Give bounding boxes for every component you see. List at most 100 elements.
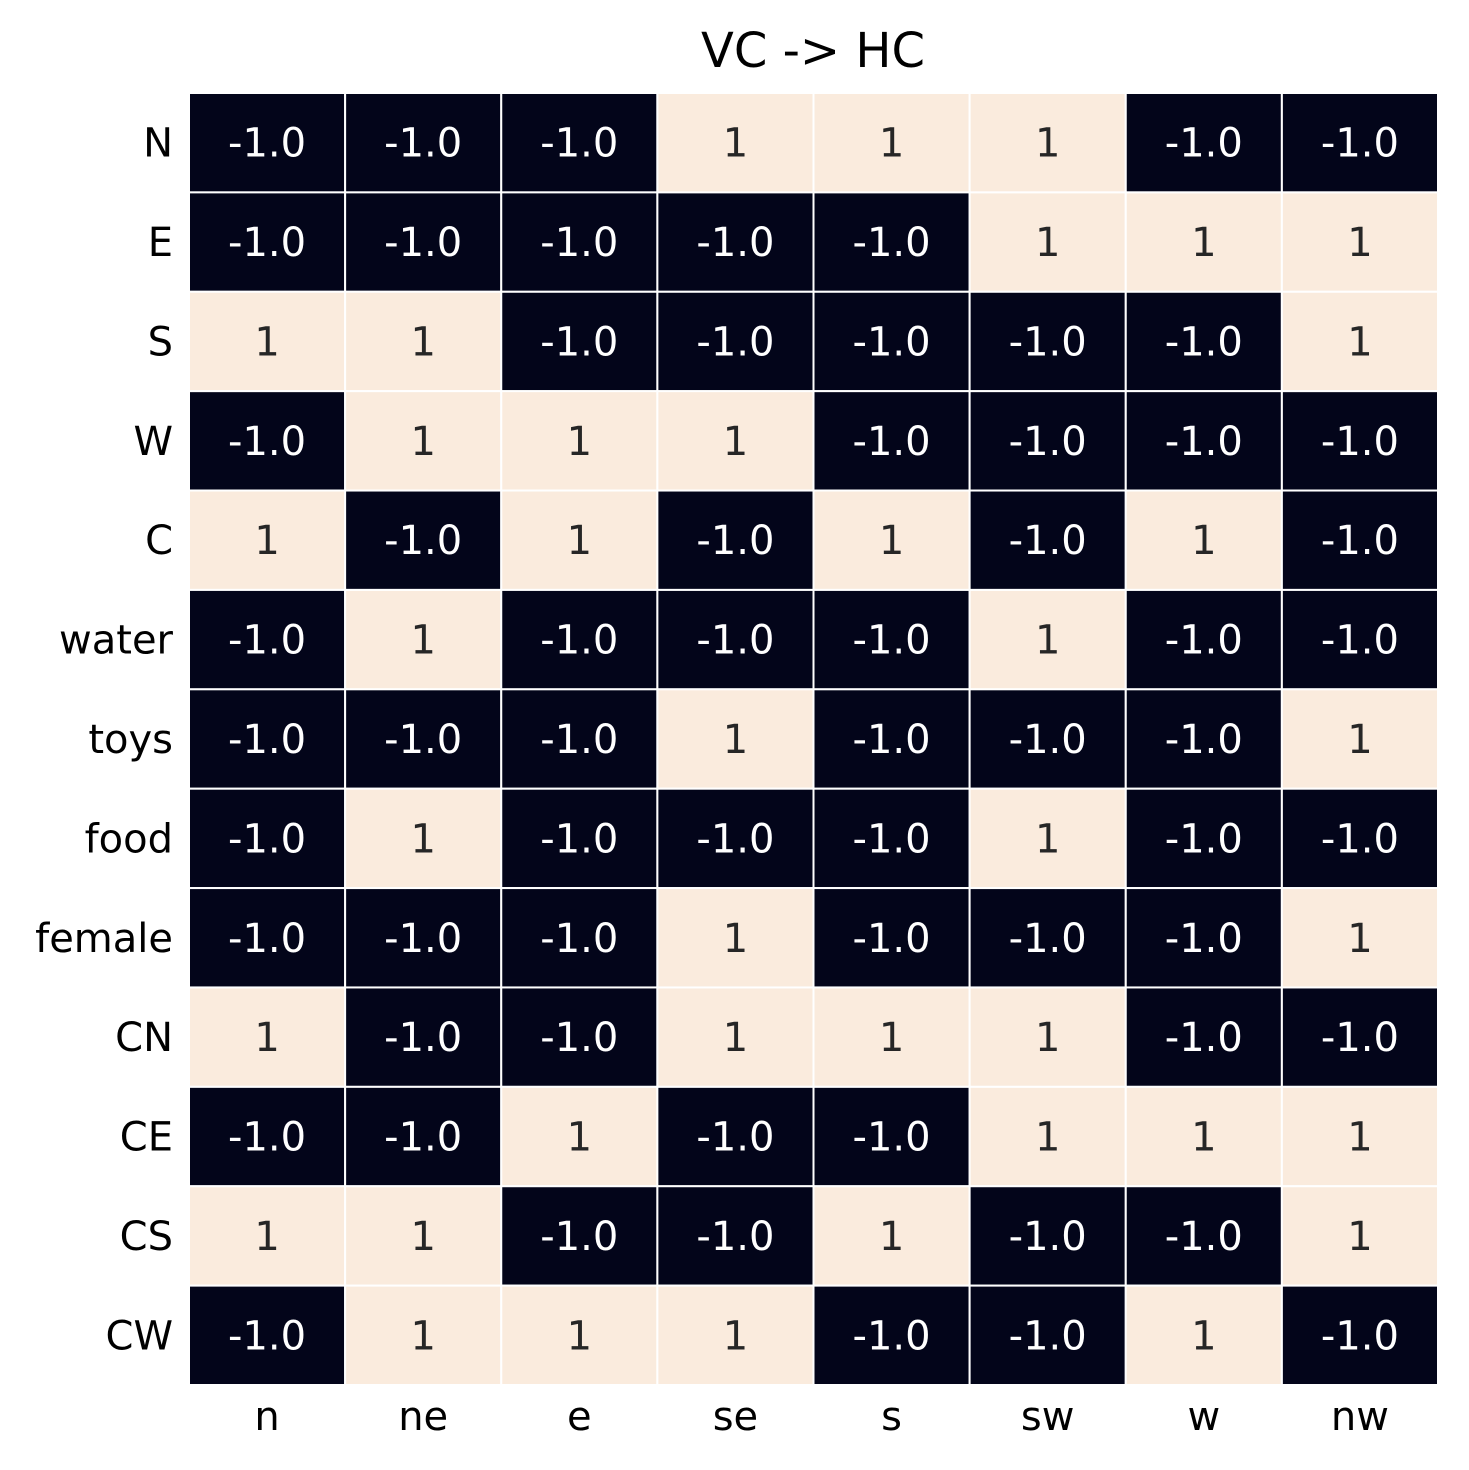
- heatmap-cell-value: 1: [254, 518, 279, 564]
- x-tick-label: ne: [398, 1394, 448, 1440]
- heatmap-cell-value: 1: [254, 1015, 279, 1061]
- heatmap-cell-value: 1: [1191, 220, 1216, 266]
- heatmap-cell: [344, 887, 503, 989]
- y-tick-label: toys: [88, 717, 173, 763]
- heatmap-cell-value: -1.0: [696, 518, 774, 564]
- heatmap-cell: [1280, 1085, 1439, 1188]
- heatmap-cell: [1280, 688, 1439, 790]
- chart-title: VC -> HC: [701, 23, 925, 79]
- heatmap-cell-value: -1.0: [540, 220, 618, 266]
- heatmap-cell-value: -1.0: [1321, 518, 1399, 564]
- heatmap-cell-value: 1: [1191, 1115, 1216, 1161]
- heatmap-cell-value: -1.0: [1321, 618, 1399, 664]
- heatmap-cell: [344, 588, 503, 691]
- heatmap-cell: [1280, 489, 1439, 591]
- heatmap-cell: [968, 92, 1127, 194]
- heatmap-cell: [188, 390, 347, 492]
- heatmap-cell: [1124, 489, 1283, 591]
- heatmap-cell: [812, 688, 971, 790]
- heatmap-cell-value: 1: [410, 419, 435, 465]
- heatmap-cell-labels: -1.0 -1.0 -1.0 1 1 1 -1.0 -1.0 -1.0 -1.0 -1.0 -1.0 -…: [228, 121, 1399, 1360]
- heatmap-cell-value: 1: [410, 319, 435, 365]
- y-tick-label: female: [35, 916, 173, 962]
- heatmap-cell-value: 1: [1035, 1115, 1060, 1161]
- heatmap-cell-value: -1.0: [853, 1115, 931, 1161]
- heatmap-cell: [500, 1085, 659, 1188]
- heatmap-cell-value: -1.0: [384, 121, 462, 167]
- heatmap-cell-value: -1.0: [1165, 319, 1243, 365]
- heatmap-cell: [344, 1085, 503, 1188]
- heatmap-cell: [188, 1085, 347, 1188]
- heatmap-cell: [1280, 986, 1439, 1088]
- y-tick-label: water: [59, 618, 174, 664]
- heatmap-cell-value: -1.0: [853, 618, 931, 664]
- heatmap-cell-value: 1: [1347, 220, 1372, 266]
- heatmap-cell: [500, 390, 659, 492]
- heatmap-cell-value: -1.0: [228, 618, 306, 664]
- heatmap-cell-value: 1: [410, 618, 435, 664]
- heatmap-cell-value: -1.0: [1009, 916, 1087, 962]
- heatmap-cell: [344, 290, 503, 393]
- heatmap-cell: [968, 588, 1127, 691]
- heatmap-cell: [1280, 787, 1439, 890]
- heatmap-cell-value: 1: [1035, 1015, 1060, 1061]
- heatmap-cell: [1280, 290, 1439, 393]
- heatmap-cell-value: 1: [410, 816, 435, 862]
- heatmap-cell: [968, 1284, 1127, 1386]
- heatmap-cell: [188, 290, 347, 393]
- x-tick-label: sw: [1021, 1394, 1075, 1440]
- heatmap-cell-value: -1.0: [1321, 816, 1399, 862]
- x-tick-label: se: [713, 1394, 758, 1440]
- heatmap-cell-value: -1.0: [1165, 419, 1243, 465]
- heatmap-cell: [1124, 588, 1283, 691]
- y-tick-label: CS: [120, 1214, 173, 1260]
- heatmap-cell: [1280, 92, 1439, 194]
- heatmap-cell-value: -1.0: [853, 816, 931, 862]
- heatmap-cell: [812, 290, 971, 393]
- heatmap-cell-value: -1.0: [540, 816, 618, 862]
- heatmap-cell-value: -1.0: [853, 1313, 931, 1359]
- heatmap-cell: [968, 191, 1127, 293]
- y-tick-label: W: [133, 419, 173, 465]
- heatmap-cell-value: -1.0: [228, 816, 306, 862]
- heatmap-cell: [968, 1185, 1127, 1287]
- heatmap-cell-value: -1.0: [696, 319, 774, 365]
- heatmap-cell-value: -1.0: [1009, 717, 1087, 763]
- heatmap-cell-value: -1.0: [1165, 1015, 1243, 1061]
- heatmap-cell-value: 1: [1347, 717, 1372, 763]
- heatmap-cell-value: -1.0: [1321, 419, 1399, 465]
- heatmap-cell-value: -1.0: [1165, 916, 1243, 962]
- heatmap-cell-value: -1.0: [853, 916, 931, 962]
- heatmap-cell: [1124, 290, 1283, 393]
- heatmap-cell-value: 1: [723, 419, 748, 465]
- heatmap-cell-value: 1: [567, 1115, 592, 1161]
- heatmap-cell-value: -1.0: [540, 1015, 618, 1061]
- heatmap-cell-value: 1: [567, 419, 592, 465]
- heatmap-cell: [1280, 1284, 1439, 1386]
- heatmap-cell-value: -1.0: [1165, 1214, 1243, 1260]
- heatmap-cell-value: -1.0: [228, 220, 306, 266]
- heatmap-cell-value: 1: [254, 1214, 279, 1260]
- heatmap-cell-value: 1: [1035, 220, 1060, 266]
- heatmap-cell: [812, 1085, 971, 1188]
- heatmap-cell-value: -1.0: [1009, 419, 1087, 465]
- x-tick-label: w: [1187, 1394, 1220, 1440]
- heatmap-cell-value: -1.0: [384, 518, 462, 564]
- heatmap-cell: [500, 986, 659, 1088]
- heatmap-cell: [656, 290, 815, 393]
- heatmap-cell-value: 1: [1191, 518, 1216, 564]
- heatmap-cell: [1124, 688, 1283, 790]
- heatmap-cell: [188, 92, 347, 194]
- heatmap-cell-value: -1.0: [1009, 518, 1087, 564]
- heatmap-cell: [500, 92, 659, 194]
- heatmap-cell: [656, 489, 815, 591]
- heatmap-cell-value: -1.0: [1165, 816, 1243, 862]
- heatmap-cell: [500, 787, 659, 890]
- heatmap-cell-value: -1.0: [853, 220, 931, 266]
- heatmap-cell-value: -1.0: [540, 717, 618, 763]
- heatmap-cell-value: -1.0: [1321, 1015, 1399, 1061]
- heatmap-cell: [188, 688, 347, 790]
- heatmap-cell: [500, 688, 659, 790]
- heatmap-cell-value: 1: [1347, 1214, 1372, 1260]
